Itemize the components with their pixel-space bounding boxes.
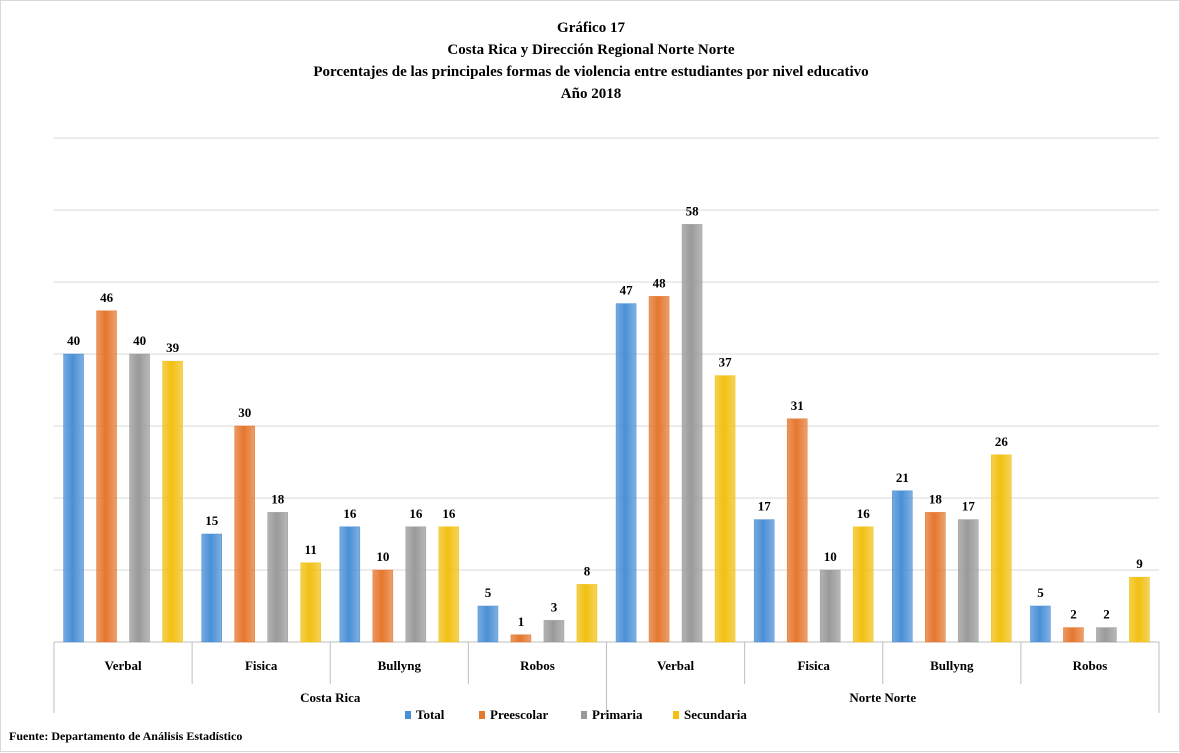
bar-total xyxy=(892,490,913,643)
data-label: 10 xyxy=(376,549,389,564)
data-label: 5 xyxy=(485,585,492,600)
bar-primaria xyxy=(405,526,427,643)
chart-title-line-4: Año 2018 xyxy=(560,86,622,102)
group-label: Costa Rica xyxy=(300,690,361,705)
data-label: 40 xyxy=(133,333,146,348)
data-label: 31 xyxy=(791,398,804,413)
data-label: 40 xyxy=(67,333,80,348)
data-label: 47 xyxy=(620,283,634,298)
bar-preescolar xyxy=(234,425,255,643)
bar-total xyxy=(339,526,361,643)
data-label: 37 xyxy=(719,355,733,370)
data-label: 26 xyxy=(995,434,1009,449)
data-label: 16 xyxy=(442,506,456,521)
data-label: 16 xyxy=(857,506,871,521)
legend-label-secundaria: Secundaria xyxy=(684,707,747,722)
bar-secundaria xyxy=(300,562,321,643)
bar-primaria xyxy=(681,224,703,643)
data-label: 10 xyxy=(824,549,837,564)
bar-preescolar xyxy=(372,569,394,643)
data-label: 16 xyxy=(409,506,423,521)
chart-title-line-2: Costa Rica y Dirección Regional Norte No… xyxy=(447,42,735,58)
bar-preescolar xyxy=(96,310,117,643)
legend-label-preescolar: Preescolar xyxy=(490,707,548,722)
chart-title-line-1: Gráfico 17 xyxy=(557,20,625,36)
data-label: 9 xyxy=(1136,556,1143,571)
bar-total xyxy=(477,605,499,643)
source-note: Fuente: Departamento de Análisis Estadís… xyxy=(9,729,243,743)
bar-primaria xyxy=(819,569,841,643)
data-label: 2 xyxy=(1103,607,1110,622)
data-label: 5 xyxy=(1037,585,1044,600)
category-label: Verbal xyxy=(105,658,142,673)
bar-preescolar xyxy=(648,296,670,643)
category-label: Fisica xyxy=(245,658,278,673)
bar-total xyxy=(615,303,637,643)
data-label: 48 xyxy=(653,275,667,290)
category-label: Bullyng xyxy=(378,658,422,673)
legend-swatch-secundaria xyxy=(673,711,679,719)
bar-primaria xyxy=(1096,627,1117,643)
bar-primaria xyxy=(129,353,150,643)
category-label: Fisica xyxy=(797,658,830,673)
data-label: 3 xyxy=(551,599,558,614)
bar-secundaria xyxy=(991,454,1012,643)
bar-total xyxy=(753,519,775,643)
bar-secundaria xyxy=(852,526,874,643)
bar-total xyxy=(63,353,84,643)
group-label: Norte Norte xyxy=(849,690,916,705)
data-label: 21 xyxy=(896,470,909,485)
data-label: 17 xyxy=(962,499,976,514)
data-label: 17 xyxy=(758,499,772,514)
legend-swatch-primaria xyxy=(581,711,587,719)
data-label: 2 xyxy=(1070,607,1077,622)
category-label: Robos xyxy=(520,658,555,673)
legend-label-total: Total xyxy=(416,707,445,722)
bar-preescolar xyxy=(786,418,808,643)
bar-preescolar xyxy=(1063,627,1084,643)
bar-primaria xyxy=(958,519,979,643)
category-label: Verbal xyxy=(657,658,694,673)
bar-total xyxy=(201,533,222,643)
bar-primaria xyxy=(267,512,288,643)
bar-preescolar xyxy=(510,634,532,643)
bar-preescolar xyxy=(925,512,946,643)
data-label: 18 xyxy=(929,491,943,506)
legend-swatch-preescolar xyxy=(479,711,485,719)
data-label: 39 xyxy=(166,340,180,355)
bar-primaria xyxy=(543,620,565,643)
category-label: Robos xyxy=(1073,658,1108,673)
bar-secundaria xyxy=(1129,576,1150,643)
data-label: 16 xyxy=(343,506,357,521)
legend-swatch-total xyxy=(405,711,411,719)
bar-secundaria xyxy=(714,375,736,643)
bar-total xyxy=(1030,605,1051,643)
data-label: 58 xyxy=(686,203,700,218)
legend-label-primaria: Primaria xyxy=(592,707,643,722)
data-label: 15 xyxy=(205,513,219,528)
bar-secundaria xyxy=(162,360,183,643)
chart-title-line-3: Porcentajes de las principales formas de… xyxy=(313,64,869,80)
data-label: 1 xyxy=(518,614,525,629)
data-label: 8 xyxy=(584,563,591,578)
data-label: 46 xyxy=(100,290,114,305)
data-label: 30 xyxy=(238,405,251,420)
data-label: 11 xyxy=(305,542,317,557)
bar-secundaria xyxy=(438,526,460,643)
bar-secundaria xyxy=(576,584,598,643)
category-label: Bullyng xyxy=(930,658,974,673)
data-label: 18 xyxy=(271,491,285,506)
